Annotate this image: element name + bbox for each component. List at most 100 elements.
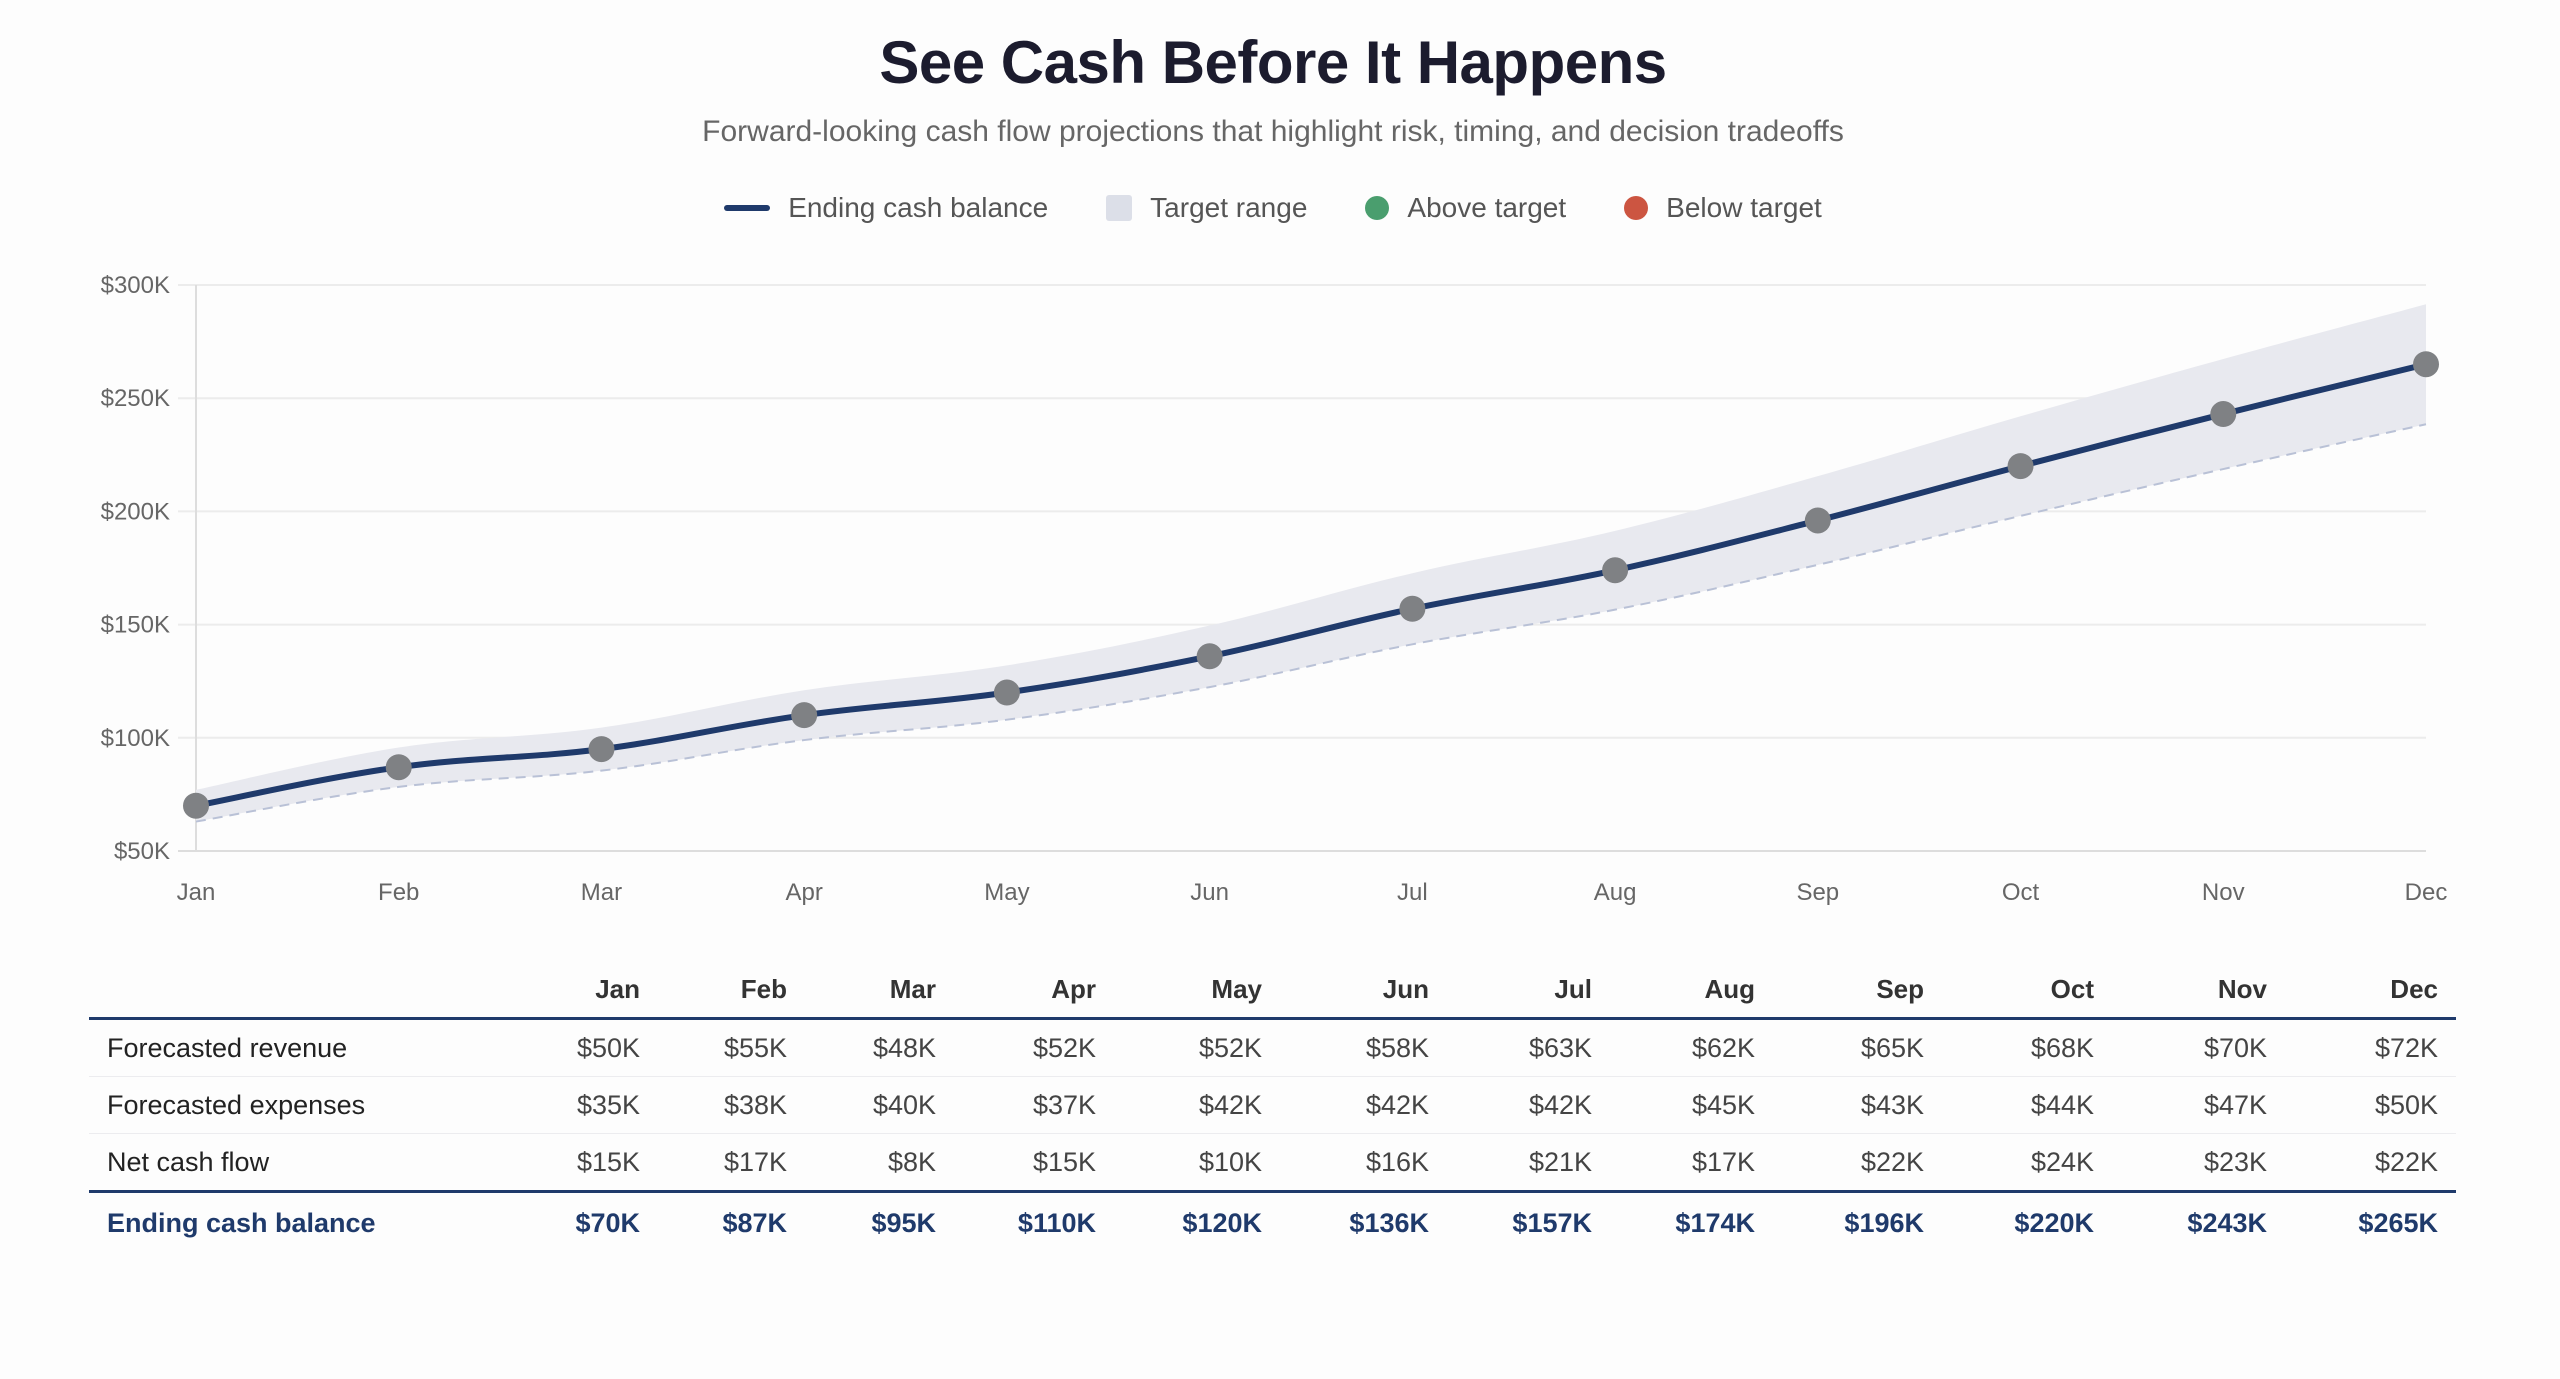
table-cell: $110K bbox=[1017, 1207, 1096, 1238]
table-cell: $10K bbox=[1114, 1133, 1280, 1193]
y-axis-labels: $50K $100K $150K $200K $250K $300K bbox=[101, 272, 170, 865]
column-header: Aug bbox=[1610, 962, 1773, 1020]
table-cell: $70K bbox=[2112, 1018, 2285, 1077]
legend-label: Below target bbox=[1666, 192, 1822, 223]
y-tick-label: $200K bbox=[101, 498, 170, 525]
page-subtitle: Forward-looking cash flow projections th… bbox=[702, 115, 1844, 148]
legend-label: Ending cash balance bbox=[788, 192, 1049, 223]
x-tick-label: Apr bbox=[786, 879, 823, 906]
table-cell: $196K bbox=[1844, 1207, 1924, 1238]
table-cell: $157K bbox=[1512, 1207, 1592, 1238]
y-tick-label: $250K bbox=[101, 385, 170, 412]
column-header: Nov bbox=[2112, 962, 2285, 1020]
column-header: Oct bbox=[1942, 962, 2112, 1020]
column-header: Apr bbox=[954, 962, 1114, 1020]
row-label: Net cash flow bbox=[89, 1133, 518, 1193]
legend-label: Target range bbox=[1150, 192, 1308, 223]
column-header: May bbox=[1114, 962, 1280, 1020]
table-cell: $42K bbox=[1447, 1076, 1610, 1134]
table-cell: $23K bbox=[2112, 1133, 2285, 1193]
x-tick-label: Nov bbox=[2202, 879, 2245, 906]
table-cell: $8K bbox=[805, 1133, 954, 1193]
data-point-feb bbox=[385, 754, 412, 781]
column-header: Jan bbox=[518, 962, 658, 1020]
table-cell: $16K bbox=[1280, 1133, 1447, 1193]
x-tick-label: Oct bbox=[2002, 879, 2040, 906]
y-tick-label: $50K bbox=[114, 838, 170, 865]
data-point-sep bbox=[1804, 507, 1831, 534]
table-cell: $40K bbox=[805, 1076, 954, 1134]
table-cell: $15K bbox=[518, 1133, 658, 1193]
table-cell: $48K bbox=[805, 1018, 954, 1077]
red-dot-icon bbox=[1624, 196, 1649, 220]
table-cell: $58K bbox=[1280, 1018, 1447, 1077]
table-cell: $220K bbox=[2014, 1207, 2094, 1238]
x-tick-label: Sep bbox=[1796, 879, 1839, 906]
data-point-jun bbox=[1196, 643, 1223, 670]
table-row-ending-balance: Ending cash balance $70K $87K $95K $110K $120… bbox=[89, 1192, 2456, 1254]
table-cell: $42K bbox=[1280, 1076, 1447, 1134]
row-label: Forecasted expenses bbox=[89, 1076, 518, 1134]
table-header-row: Jan Feb Mar Apr May Jun Jul Aug Sep Oct … bbox=[89, 962, 2456, 1020]
x-tick-label: Dec bbox=[2405, 879, 2448, 906]
table-cell: $174K bbox=[1675, 1207, 1755, 1238]
target-range-lower-bound bbox=[195, 423, 2427, 823]
table-cell: $38K bbox=[658, 1076, 805, 1134]
page-title: See Cash Before It Happens bbox=[879, 29, 1667, 96]
table-cell: $62K bbox=[1610, 1018, 1773, 1077]
column-header: Jun bbox=[1280, 962, 1447, 1020]
data-point-oct bbox=[2007, 453, 2034, 480]
table-cell: $87K bbox=[722, 1207, 787, 1238]
x-tick-label: Feb bbox=[378, 879, 419, 906]
target-range-band bbox=[195, 304, 2427, 823]
target-range-area bbox=[196, 304, 2426, 822]
row-label: Ending cash balance bbox=[107, 1207, 376, 1238]
table-cell: $42K bbox=[1114, 1076, 1280, 1134]
legend-item-target-range[interactable]: Target range bbox=[1106, 192, 1307, 224]
column-header: Mar bbox=[805, 962, 954, 1020]
table-cell: $243K bbox=[2187, 1207, 2267, 1238]
x-axis-labels: Jan Feb Mar Apr May Jun Jul Aug Sep Oct Nov Dec bbox=[177, 879, 2448, 906]
table-cell: $37K bbox=[954, 1076, 1114, 1134]
chart-legend: Ending cash balance Target range Above t… bbox=[0, 192, 2546, 224]
table-cell: $44K bbox=[1942, 1076, 2112, 1134]
x-tick-label: Jan bbox=[177, 879, 216, 906]
line-swatch-icon bbox=[724, 205, 771, 211]
x-tick-label: Jul bbox=[1397, 879, 1428, 906]
data-point-jul bbox=[1399, 595, 1426, 622]
balance-line-layer bbox=[193, 361, 2429, 809]
legend-item-below-target[interactable]: Below target bbox=[1624, 192, 1822, 224]
x-tick-label: May bbox=[984, 879, 1029, 906]
data-point-dec bbox=[2413, 351, 2439, 378]
column-header: Jul bbox=[1447, 962, 1610, 1020]
table-cell: $45K bbox=[1610, 1076, 1773, 1134]
y-tick-label: $300K bbox=[101, 272, 170, 299]
table-cell: $120K bbox=[1182, 1207, 1262, 1238]
table-cell: $50K bbox=[518, 1018, 658, 1077]
table-cell: $55K bbox=[658, 1018, 805, 1077]
table-cell: $265K bbox=[2358, 1207, 2438, 1238]
table-cell: $136K bbox=[1349, 1207, 1429, 1238]
y-tick-label: $150K bbox=[101, 612, 170, 639]
table-cell: $68K bbox=[1942, 1018, 2112, 1077]
cash-balance-chart: $50K $100K $150K $200K $250K $300K Jan Feb Mar A… bbox=[101, 272, 2448, 906]
column-header: Feb bbox=[658, 962, 805, 1020]
table-cell: $17K bbox=[658, 1133, 805, 1193]
legend-item-above-target[interactable]: Above target bbox=[1365, 192, 1566, 224]
box-swatch-icon bbox=[1106, 195, 1133, 221]
table-cell: $22K bbox=[2285, 1133, 2456, 1193]
legend-label: Above target bbox=[1407, 192, 1567, 223]
data-points bbox=[183, 351, 2439, 819]
table-cell: $15K bbox=[954, 1133, 1114, 1193]
table-cell: $35K bbox=[518, 1076, 658, 1134]
table-row-revenue: Forecasted revenue $50K $55K $48K $52K $52K $5… bbox=[89, 1018, 2456, 1077]
table-cell: $50K bbox=[2285, 1076, 2456, 1134]
data-point-aug bbox=[1602, 557, 1629, 584]
y-tick-label: $100K bbox=[101, 725, 170, 752]
row-label: Forecasted revenue bbox=[89, 1018, 518, 1077]
table-cell: $70K bbox=[575, 1207, 640, 1238]
data-point-nov bbox=[2210, 401, 2237, 428]
table-cell: $24K bbox=[1942, 1133, 2112, 1193]
table-cell: $72K bbox=[2285, 1018, 2456, 1077]
legend-item-ending-cash-balance[interactable]: Ending cash balance bbox=[724, 192, 1048, 224]
